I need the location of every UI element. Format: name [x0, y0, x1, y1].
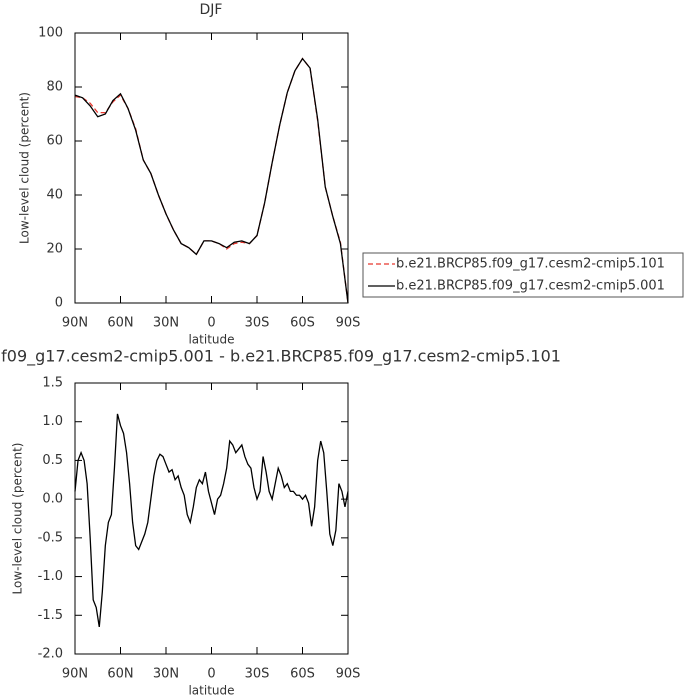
x-tick-label: 90N: [62, 667, 88, 682]
y-tick-label: 80: [46, 80, 63, 95]
y-axis-label: Low-level cloud (percent): [18, 92, 32, 244]
x-axis-label: latitude: [188, 333, 234, 347]
x-tick-label: 90S: [336, 316, 361, 331]
legend-label: b.e21.BRCP85.f09_g17.cesm2-cmip5.101: [396, 257, 665, 272]
chart-title: b.e21.BRCP85.f09_g17.cesm2-cmip5.001 - b…: [0, 347, 561, 367]
x-tick-label: 90N: [62, 316, 88, 331]
x-tick-label: 60N: [107, 667, 133, 682]
chart-title: DJF: [200, 2, 223, 18]
y-tick-label: -0.5: [38, 530, 63, 545]
plot-frame: [74, 382, 349, 655]
plot-frame: [74, 32, 349, 304]
x-tick-label: 30N: [153, 667, 179, 682]
y-tick-label: 40: [46, 188, 63, 203]
y-axis-label: Low-level cloud (percent): [11, 443, 25, 595]
y-tick-label: 1.0: [42, 414, 63, 429]
data-line: [74, 413, 349, 628]
data-line: [74, 57, 349, 304]
y-tick-label: 0.5: [42, 453, 63, 468]
data-line: [74, 57, 349, 304]
x-tick-label: 0: [207, 316, 215, 331]
x-tick-label: 30N: [153, 316, 179, 331]
x-tick-label: 90S: [336, 667, 361, 682]
x-tick-label: 30S: [245, 667, 270, 682]
y-tick-label: 1.5: [42, 376, 63, 391]
y-tick-label: -1.0: [38, 569, 63, 584]
y-tick-label: -1.5: [38, 608, 63, 623]
y-tick-label: -2.0: [38, 647, 63, 662]
y-tick-label: 20: [46, 242, 63, 257]
y-tick-label: 60: [46, 134, 63, 149]
y-tick-label: 100: [38, 26, 63, 41]
x-tick-label: 60S: [290, 667, 315, 682]
x-axis-label: latitude: [188, 684, 234, 698]
y-tick-label: 0: [55, 296, 63, 311]
legend-label: b.e21.BRCP85.f09_g17.cesm2-cmip5.001: [396, 279, 665, 294]
x-tick-label: 60N: [107, 316, 133, 331]
y-tick-label: 0.0: [42, 492, 63, 507]
x-tick-label: 30S: [245, 316, 270, 331]
legend-box: [362, 252, 684, 298]
x-tick-label: 60S: [290, 316, 315, 331]
x-tick-label: 0: [207, 667, 215, 682]
